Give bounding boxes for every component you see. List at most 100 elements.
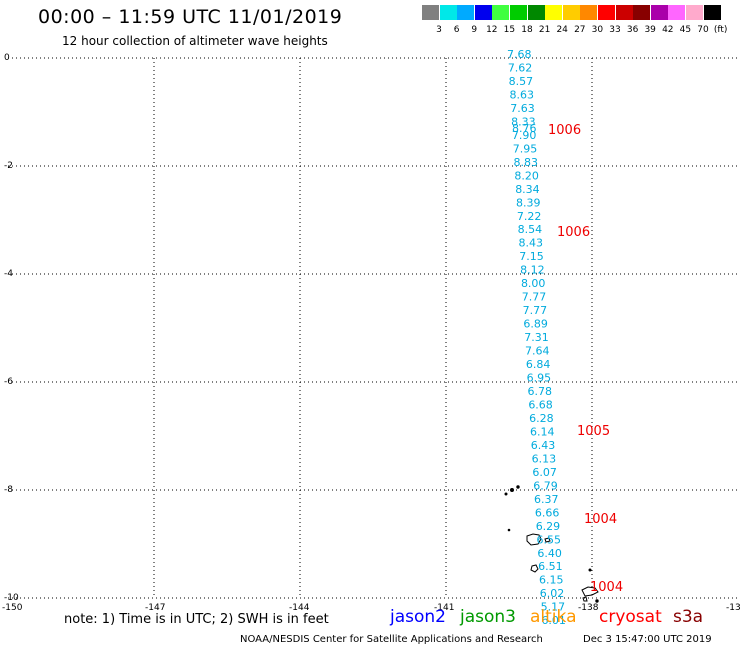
color-swatch: [703, 5, 721, 20]
wave-height-value: 6.66: [535, 506, 560, 519]
wave-height-value: 8.83: [514, 156, 539, 169]
color-scale-label: 42: [662, 25, 674, 35]
color-swatch: [686, 5, 703, 20]
color-swatch: [474, 5, 492, 20]
color-scale-label: 12: [486, 25, 498, 35]
longitude-axis: -150 -147 -144 -141 -138 -135: [2, 603, 740, 613]
color-scale-label: 18: [521, 25, 533, 35]
color-swatch: [650, 5, 668, 20]
wave-height-value: 8.63: [509, 88, 533, 101]
island-shapes: [504, 485, 599, 603]
wave-height-value: 8.20: [514, 169, 539, 182]
wave-height-value: 6.13: [532, 452, 557, 465]
island-hiva-oa: [581, 586, 599, 597]
color-swatch: [510, 5, 527, 20]
wave-height-value: 6.01: [541, 614, 566, 627]
footer-note: note: 1) Time is in UTC; 2) SWH is in fe…: [64, 612, 329, 627]
wave-height-value: 7.22: [517, 210, 542, 223]
color-scale-label: 24: [556, 25, 568, 35]
longitude-tick-label: -150: [2, 603, 23, 613]
map-title: 00:00 – 11:59 UTC 11/01/2019: [38, 6, 343, 28]
color-swatch: [598, 5, 615, 20]
longitude-tick-label: -147: [145, 603, 165, 613]
color-scale-label: 39: [644, 25, 656, 35]
pressure-label: 1006: [557, 225, 590, 240]
satellite-legend-jason3: jason3: [460, 607, 516, 627]
wave-height-value: 7.63: [510, 102, 535, 115]
wave-height-value: 8.33: [511, 115, 535, 128]
wave-height-value: 6.68: [528, 398, 553, 411]
island-eiao: [510, 488, 514, 492]
latitude-tick-label: -8: [4, 485, 13, 495]
wave-height-value: 7.15: [519, 250, 544, 263]
island-tahuata: [582, 596, 588, 602]
color-swatch: [668, 5, 686, 20]
island-fatu-hiva: [595, 599, 599, 603]
color-swatch: [492, 5, 510, 20]
latitude-tick-label: -2: [4, 161, 13, 171]
wave-height-value: 8.00: [521, 277, 546, 290]
wave-height-value: 7.90: [512, 129, 537, 142]
color-swatch: [545, 5, 563, 20]
color-swatch: [580, 5, 598, 20]
island-hatutu: [516, 485, 520, 489]
wave-height-value: 7.77: [522, 291, 547, 304]
pressure-label: 1004: [584, 512, 617, 527]
pressure-label: 1004: [590, 580, 623, 595]
pressure-label: 1006: [548, 123, 581, 138]
wave-height-value: 6.89: [523, 318, 548, 331]
wave-height-value: 6.43: [531, 439, 556, 452]
pressure-labels: 1006 1006 1005 1004 1004: [548, 123, 623, 595]
color-swatch: [633, 5, 651, 20]
wave-height-value: 7.95: [513, 142, 538, 155]
color-swatch: [615, 5, 633, 20]
island-rock: [588, 568, 592, 572]
satellite-legend-altika: altika: [530, 607, 577, 627]
wave-height-value: 7.77: [523, 304, 548, 317]
footer-timestamp: Dec 3 15:47:00 UTC 2019: [583, 634, 712, 645]
latitude-tick-label: -4: [4, 269, 13, 279]
wave-height-value: 6.55: [537, 533, 562, 546]
satellite-legend-jason2: jason2: [390, 607, 446, 627]
wave-height-value: 6.84: [526, 358, 551, 371]
color-scale-label: 45: [679, 25, 692, 35]
wave-height-value: 8.12: [520, 264, 545, 277]
color-scale-label: 27: [574, 25, 586, 35]
color-swatch: [422, 5, 439, 20]
color-swatch: [439, 5, 457, 20]
wave-height-value: 8.39: [516, 196, 541, 209]
wave-height-value: 6.29: [536, 520, 561, 533]
wave-height-value: 6.37: [534, 493, 559, 506]
color-scale-label: 33: [609, 25, 621, 35]
satellite-legend-cryosat: cryosat: [599, 607, 662, 627]
color-scale-label: 36: [626, 25, 639, 35]
pressure-label: 1005: [577, 424, 610, 439]
wave-height-value: 5.17: [541, 601, 566, 614]
wave-height-value: 8.57: [509, 75, 534, 88]
wave-height-value: 8.34: [515, 183, 540, 196]
wave-height-value: 6.02: [540, 587, 565, 600]
color-swatch: [527, 5, 545, 20]
footer-credit: NOAA/NESDIS Center for Satellite Applica…: [240, 634, 543, 645]
island-nuku-hiva: [526, 533, 542, 546]
wave-height-value: 8.43: [518, 237, 543, 250]
wave-height-value: 6.28: [529, 412, 554, 425]
wave-height-value: 6.15: [539, 574, 564, 587]
wave-height-value: 6.07: [532, 466, 557, 479]
color-scale-label: 15: [503, 25, 516, 35]
island-motu-one: [504, 492, 508, 496]
altimeter-track: 7.687.628.578.637.638.337.907.958.838.20…: [507, 48, 566, 627]
latitude-tick-label: 0: [4, 53, 10, 63]
map-subtitle: 12 hour collection of altimeter wave hei…: [62, 34, 328, 48]
wave-height-value: 6.40: [537, 547, 562, 560]
wave-height-value-overlap: 8.76: [512, 122, 537, 135]
color-scale-label: 9: [471, 25, 478, 35]
map-grid: [8, 57, 738, 599]
longitude-tick-label: -141: [434, 603, 454, 613]
longitude-tick-label: -135: [726, 603, 740, 613]
color-scale-label: 3: [436, 25, 442, 35]
latitude-tick-label: -10: [4, 593, 19, 603]
longitude-tick-label: -144: [289, 603, 310, 613]
wave-height-value: 6.95: [527, 372, 552, 385]
